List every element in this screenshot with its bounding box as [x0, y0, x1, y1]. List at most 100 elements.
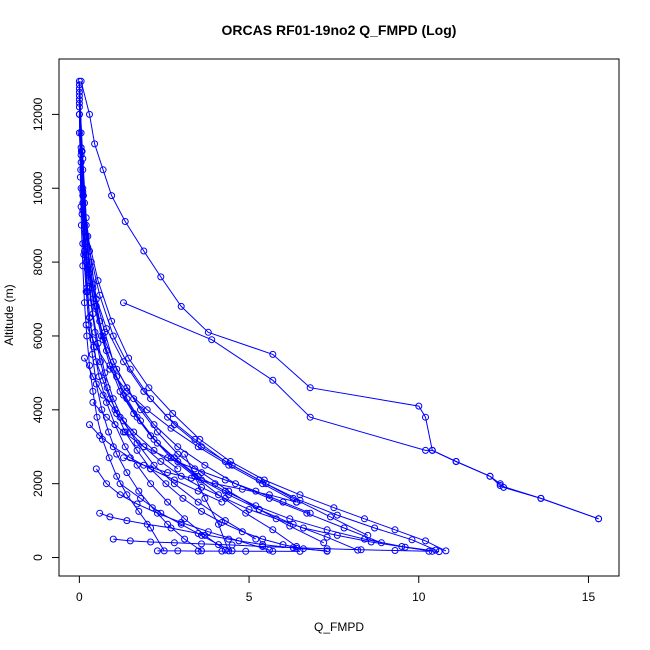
series-line — [119, 483, 233, 552]
data-point — [496, 482, 504, 489]
data-point — [218, 498, 226, 506]
data-point — [228, 547, 236, 555]
series-line — [85, 324, 297, 503]
x-tick-label: 5 — [246, 590, 253, 604]
data-point — [153, 428, 161, 436]
y-tick-label: 12000 — [31, 97, 45, 131]
y-axis-label: Altitude (m) — [2, 284, 16, 345]
data-point — [113, 472, 121, 480]
data-point — [113, 373, 121, 381]
data-point — [79, 262, 87, 270]
data-point — [88, 350, 96, 358]
series-line — [123, 302, 599, 520]
data-point — [164, 413, 172, 421]
data-point — [364, 531, 372, 539]
data-point — [174, 450, 182, 458]
data-point — [99, 166, 107, 174]
data-point — [147, 480, 155, 488]
data-point — [103, 413, 110, 421]
data-point — [306, 509, 314, 517]
data-point — [150, 421, 158, 429]
data-point — [126, 537, 134, 545]
data-point — [105, 428, 113, 436]
data-point — [196, 435, 204, 443]
data-point — [371, 524, 379, 532]
data-point — [327, 513, 334, 521]
data-point — [357, 546, 365, 554]
data-point — [133, 461, 141, 469]
series-line — [80, 188, 447, 552]
data-point — [76, 173, 84, 181]
data-point — [106, 365, 114, 373]
data-point — [123, 469, 131, 477]
data-point — [198, 540, 205, 548]
data-point — [422, 446, 429, 454]
data-point — [116, 491, 124, 499]
data-point — [286, 515, 294, 523]
data-point — [323, 545, 331, 553]
data-point — [96, 509, 104, 517]
data-point — [201, 461, 209, 469]
data-point — [361, 515, 368, 523]
series-line — [84, 357, 179, 470]
chart-title: ORCAS RF01-19no2 Q_FMPD (Log) — [222, 22, 457, 38]
series-line — [78, 99, 328, 552]
data-point — [103, 480, 110, 488]
data-point — [398, 543, 406, 550]
data-point — [92, 343, 100, 351]
data-point — [145, 384, 153, 392]
data-point — [435, 548, 443, 556]
data-point — [147, 432, 155, 440]
data-point — [105, 454, 113, 462]
data-point — [452, 458, 460, 465]
data-point — [103, 384, 111, 392]
data-point — [94, 277, 102, 285]
data-point — [201, 494, 209, 502]
data-point — [113, 450, 121, 458]
data-point — [123, 517, 131, 525]
data-point — [320, 539, 328, 547]
data-point — [170, 480, 178, 488]
data-point — [259, 480, 267, 488]
data-point — [120, 428, 127, 436]
data-point — [121, 443, 129, 451]
data-point — [218, 519, 226, 526]
series-line — [184, 453, 230, 552]
data-point — [181, 535, 189, 543]
data-point — [272, 515, 280, 523]
data-point — [108, 317, 116, 325]
data-point — [174, 443, 182, 451]
data-point — [377, 539, 385, 547]
y-tick-label: 2000 — [31, 470, 45, 497]
data-point — [113, 365, 121, 373]
data-point — [225, 487, 233, 495]
data-point — [225, 547, 233, 555]
data-point — [198, 531, 205, 539]
data-point — [123, 387, 131, 395]
series-line — [80, 206, 382, 544]
data-point — [194, 498, 202, 506]
data-point — [174, 458, 182, 465]
plot-frame — [58, 58, 620, 577]
data-point — [133, 446, 141, 454]
data-point — [113, 410, 121, 417]
data-point — [391, 526, 399, 534]
data-point — [82, 288, 90, 296]
data-point — [121, 218, 129, 225]
data-point — [120, 358, 127, 366]
data-point — [167, 524, 175, 532]
y-axis: 0 2000 4000 6000 8000 10000 12000 — [31, 97, 59, 561]
data-point — [428, 446, 436, 454]
data-point — [415, 402, 423, 410]
series-line — [78, 95, 297, 547]
data-point — [167, 424, 175, 432]
data-point — [75, 96, 83, 104]
data-point — [218, 547, 226, 555]
data-point — [143, 520, 151, 528]
series-line — [78, 92, 358, 551]
data-point — [81, 354, 88, 362]
data-point — [106, 513, 114, 521]
data-point — [89, 387, 97, 395]
data-point — [82, 321, 90, 329]
data-point — [279, 498, 287, 506]
